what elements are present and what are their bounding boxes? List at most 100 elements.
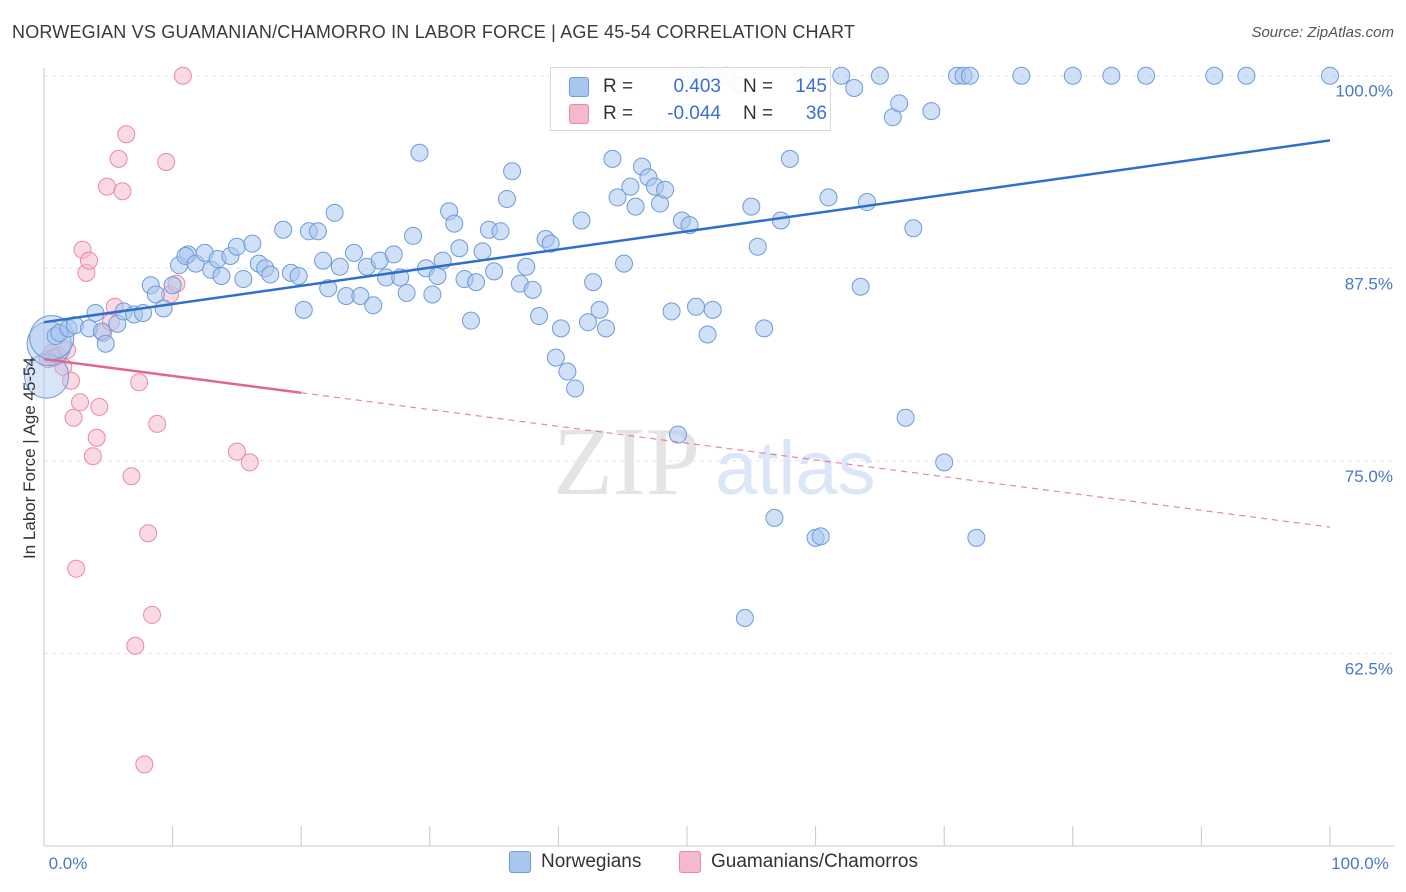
data-point-guamanians (130, 373, 149, 392)
data-point-norwegians (497, 189, 516, 208)
legend-swatch-blue (509, 851, 531, 873)
data-point-guamanians (109, 149, 128, 168)
data-point-norwegians (780, 149, 799, 168)
data-point-norwegians (742, 197, 761, 216)
data-point-norwegians (1237, 66, 1256, 85)
data-point-norwegians (1321, 66, 1339, 85)
chart-source: Source: ZipAtlas.com (1251, 24, 1394, 41)
data-point-norwegians (967, 528, 986, 547)
data-point-norwegians (668, 425, 687, 444)
data-point-norwegians (423, 285, 442, 304)
data-point-norwegians (558, 362, 577, 381)
legend-n-label: N = (743, 103, 774, 124)
data-point-norwegians (851, 277, 870, 296)
data-point-norwegians (819, 188, 838, 207)
data-point-guamanians (90, 397, 109, 416)
data-point-norwegians (397, 283, 416, 302)
data-point-norwegians (748, 237, 767, 256)
data-point-norwegians (473, 242, 492, 261)
trend-line-guamanians-solid (43, 357, 302, 394)
data-point-norwegians (735, 608, 754, 627)
data-point-norwegians (904, 219, 923, 238)
data-point-guamanians (139, 524, 158, 543)
series-norwegians-points (24, 66, 1339, 627)
data-point-norwegians (578, 313, 597, 332)
data-point-norwegians (384, 245, 403, 264)
legend-r-value: 0.403 (673, 76, 721, 97)
watermark-zip: ZIP (553, 408, 700, 516)
data-point-norwegians (410, 143, 429, 162)
data-point-norwegians (261, 265, 280, 284)
x-tick-label: 100.0% (1331, 854, 1389, 873)
data-point-guamanians (143, 605, 162, 624)
legend-swatch-pink (679, 851, 701, 873)
data-point-norwegians (163, 276, 182, 295)
data-point-norwegians (364, 296, 383, 315)
data-point-norwegians (530, 307, 549, 326)
data-point-norwegians (146, 285, 165, 304)
data-point-norwegians (154, 299, 173, 318)
data-point-guamanians (240, 453, 259, 472)
data-point-norwegians (935, 453, 954, 472)
trend-line-norwegians (43, 139, 1331, 324)
data-point-norwegians (621, 177, 640, 196)
data-point-norwegians (1102, 66, 1121, 85)
data-point-norwegians (485, 262, 504, 281)
data-point-norwegians (212, 266, 231, 285)
data-point-norwegians (551, 319, 570, 338)
data-point-norwegians (698, 325, 717, 344)
legend-swatch-blue (569, 77, 589, 97)
trend-line-guamanians-dashed (301, 392, 1331, 528)
data-point-norwegians (1137, 66, 1156, 85)
data-point-norwegians (314, 251, 333, 270)
data-point-norwegians (566, 379, 585, 398)
data-point-guamanians (126, 636, 145, 655)
data-point-guamanians (87, 428, 106, 447)
data-point-norwegians (289, 266, 308, 285)
legend-r-label: R = (603, 103, 634, 124)
data-point-norwegians (765, 508, 784, 527)
data-point-norwegians (541, 234, 560, 253)
data-point-norwegians (572, 211, 591, 230)
data-point-norwegians (325, 203, 344, 222)
chart-title: NORWEGIAN VS GUAMANIAN/CHAMORRO IN LABOR… (12, 22, 856, 42)
data-point-norwegians (517, 257, 536, 276)
data-point-guamanians (173, 66, 192, 85)
data-point-norwegians (523, 280, 542, 299)
data-point-norwegians (811, 527, 830, 546)
legend-item-norwegians: Norwegians (509, 851, 641, 873)
data-point-guamanians (122, 467, 141, 486)
data-point-norwegians (404, 226, 423, 245)
data-point-norwegians (832, 66, 851, 85)
legend-item-guamanians: Guamanians/Chamorros (679, 851, 918, 873)
data-point-norwegians (491, 222, 510, 241)
data-point-norwegians (450, 239, 469, 258)
axes (43, 68, 1394, 847)
data-point-norwegians (351, 287, 370, 306)
legend-n-value: 145 (795, 76, 827, 97)
data-point-guamanians (148, 414, 167, 433)
data-point-guamanians (113, 182, 132, 201)
data-point-norwegians (227, 237, 246, 256)
data-point-guamanians (83, 447, 102, 466)
y-axis-label: In Labor Force | Age 45-54 (20, 357, 39, 559)
data-point-norwegians (1205, 66, 1224, 85)
data-point-norwegians (890, 94, 909, 113)
data-point-norwegians (234, 270, 253, 289)
data-point-norwegians (344, 243, 363, 262)
grid-lines (44, 75, 1394, 654)
data-point-norwegians (858, 193, 877, 212)
y-tick-label: 75.0% (1345, 467, 1393, 486)
data-point-guamanians (117, 125, 136, 144)
data-point-norwegians (294, 300, 313, 319)
y-tick-label: 87.5% (1345, 274, 1393, 293)
legend-swatch-pink (569, 104, 589, 124)
data-point-norwegians (546, 348, 565, 367)
data-point-guamanians (157, 152, 176, 171)
data-point-guamanians (227, 442, 246, 461)
data-point-norwegians (703, 300, 722, 319)
data-point-norwegians (870, 66, 889, 85)
legend-row-norwegians: R = 0.403 N = 145 (569, 75, 827, 99)
data-point-norwegians (445, 214, 464, 233)
data-point-guamanians (71, 393, 90, 412)
